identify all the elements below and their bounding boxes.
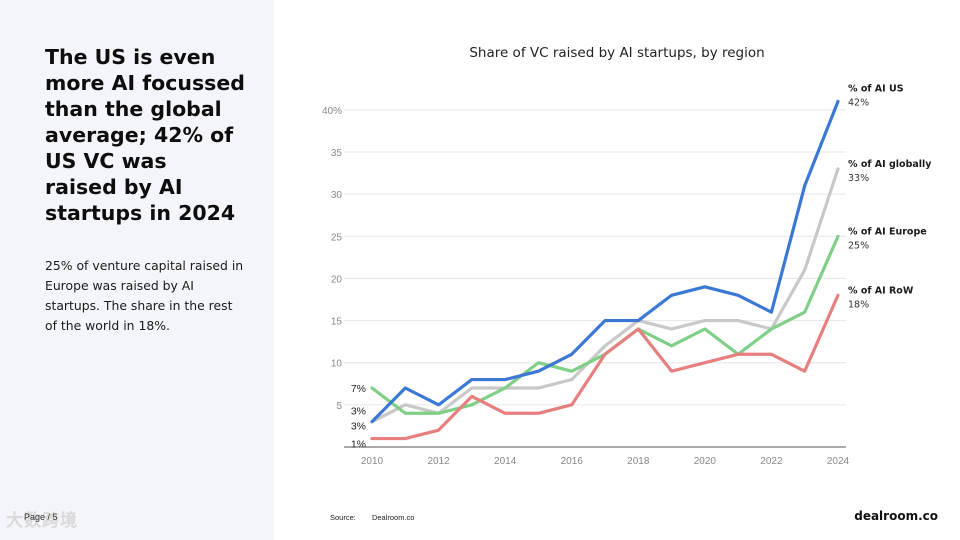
x-tick-label: 2014: [494, 456, 517, 467]
x-tick-label: 2018: [627, 456, 650, 467]
headline: The US is even more AI focussed than the…: [45, 45, 245, 225]
series-label: % of AI RoW: [848, 285, 914, 296]
source-value: Dealroom.co: [371, 513, 415, 522]
y-tick-label: 40%: [322, 106, 342, 117]
chart: 5 10 15 20 25 30 35 40% 2010 2012 2014 2016 2018 2020…: [322, 83, 932, 467]
x-tick-label: 2022: [760, 456, 783, 467]
series-label: % of AI Europe: [848, 226, 927, 237]
x-tick-label: 2016: [561, 456, 584, 467]
y-tick-label: 20: [331, 274, 343, 285]
x-tick-label: 2010: [361, 456, 384, 467]
y-tick-label: 35: [331, 148, 343, 159]
series-line-of-ai-globally: [370, 167, 840, 424]
series-line-of-ai-row: [370, 293, 840, 441]
start-value-label: 3%: [351, 405, 366, 417]
start-value-label: 7%: [351, 383, 366, 395]
x-tick-label: 2012: [427, 456, 450, 467]
series-line-of-ai-europe: [370, 234, 840, 415]
y-tick-label: 5: [336, 401, 342, 412]
series-end-value: 33%: [848, 173, 869, 184]
series-end-value: 18%: [848, 299, 869, 310]
y-tick-label: 25: [331, 232, 343, 243]
series-label: % of AI globally: [848, 159, 932, 170]
y-tick-label: 15: [331, 317, 343, 328]
brand-logo: dealroom.co: [854, 509, 938, 523]
series-end-value: 25%: [848, 240, 869, 251]
body-text: 25% of venture capital raised in Europe …: [45, 258, 244, 333]
watermark: 大数跨境: [6, 511, 78, 530]
y-tick-label: 10: [331, 359, 343, 370]
series-label: % of AI US: [848, 83, 904, 94]
chart-title: Share of VC raised by AI startups, by re…: [469, 45, 765, 61]
source-label: Source:: [330, 513, 356, 522]
left-panel: The US is even more AI focussed than the…: [0, 0, 274, 540]
x-tick-label: 2024: [827, 456, 850, 467]
x-tick-label: 2020: [694, 456, 717, 467]
series-line-of-ai-us: [370, 99, 840, 424]
series-end-value: 42%: [848, 97, 869, 108]
y-tick-label: 30: [331, 190, 343, 201]
source: Source: Dealroom.co: [330, 513, 414, 522]
page-number: Page / 5: [24, 512, 58, 522]
start-value-label: 1%: [351, 439, 366, 451]
start-value-label: 3%: [351, 421, 366, 433]
